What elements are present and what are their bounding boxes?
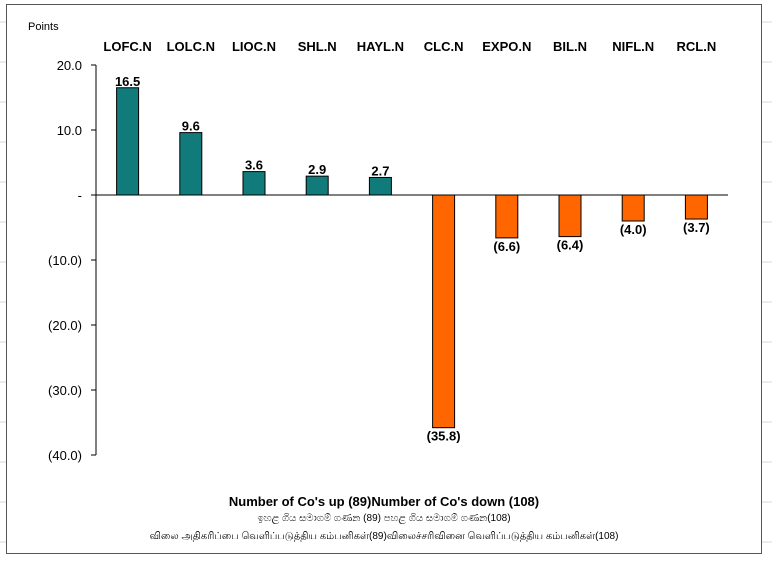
category-label: NIFL.N bbox=[612, 39, 654, 54]
y-unit-label: Points bbox=[28, 21, 59, 33]
y-tick-label: (30.0) bbox=[48, 383, 82, 398]
category-label: LIOC.N bbox=[232, 39, 276, 54]
category-label: BIL.N bbox=[553, 39, 587, 54]
bar bbox=[242, 171, 266, 196]
category-label: SHL.N bbox=[298, 39, 337, 54]
value-label: 2.7 bbox=[371, 163, 389, 178]
value-label: 16.5 bbox=[115, 74, 140, 89]
y-tick-label: (10.0) bbox=[48, 253, 82, 268]
value-label: (6.6) bbox=[493, 239, 520, 254]
y-tick-label: 10.0 bbox=[57, 123, 82, 138]
y-tick-label: 20.0 bbox=[57, 58, 82, 73]
bar bbox=[432, 194, 456, 429]
category-label: CLC.N bbox=[424, 39, 464, 54]
footer-sinhala: ඉහළ ගිය සමාගම් ගණන (89) පහළ ගිය සමාගම් ග… bbox=[257, 513, 511, 524]
category-label: HAYL.N bbox=[357, 39, 404, 54]
bar bbox=[621, 194, 645, 222]
footer-summary: Number of Co's up (89)Number of Co's dow… bbox=[228, 494, 540, 509]
footer-tamil: விலை அதிகரிப்பை வெளிப்படுத்திய கம்பனிகள்… bbox=[149, 531, 619, 542]
bar bbox=[305, 175, 329, 196]
category-label: RCL.N bbox=[677, 39, 717, 54]
value-label: 3.6 bbox=[245, 158, 263, 173]
bar bbox=[368, 176, 392, 196]
value-label: 9.6 bbox=[182, 119, 200, 134]
bar bbox=[116, 87, 140, 196]
value-label: 2.9 bbox=[308, 162, 326, 177]
value-label: (6.4) bbox=[557, 238, 584, 253]
category-label: EXPO.N bbox=[482, 39, 531, 54]
bar bbox=[558, 194, 582, 238]
y-tick-label: (40.0) bbox=[48, 448, 82, 463]
category-label: LOLC.N bbox=[167, 39, 215, 54]
value-label: (35.8) bbox=[427, 429, 461, 444]
bar bbox=[495, 194, 519, 239]
y-tick-label: - bbox=[78, 188, 82, 203]
value-label: (4.0) bbox=[620, 222, 647, 237]
bar bbox=[179, 132, 203, 196]
value-label: (3.7) bbox=[683, 220, 710, 235]
bar bbox=[684, 194, 708, 220]
category-label: LOFC.N bbox=[103, 39, 151, 54]
y-tick-label: (20.0) bbox=[48, 318, 82, 333]
